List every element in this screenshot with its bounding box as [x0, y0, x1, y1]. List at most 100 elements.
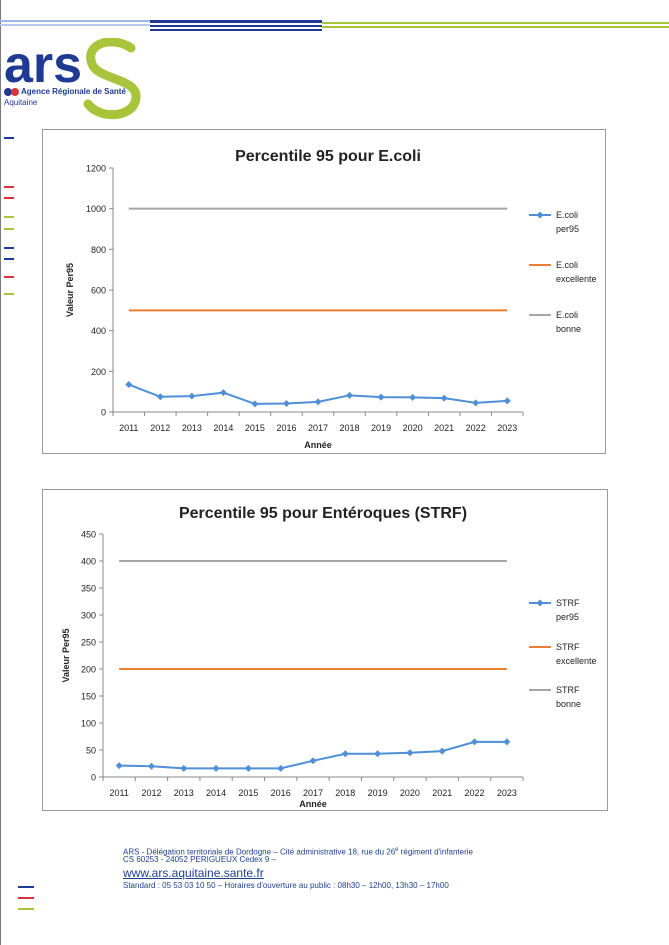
y-axis-title: Valeur Per95	[61, 628, 71, 682]
footer-mark-navy	[18, 886, 34, 888]
data-point	[471, 738, 479, 746]
logo-s-mark	[83, 37, 141, 120]
data-point	[440, 394, 448, 402]
x-tick-label: 2017	[308, 423, 328, 433]
x-tick-label: 2016	[271, 788, 291, 798]
footer-cs: CS 60253 - 24052 PERIGUEUX Cedex 9 –	[123, 855, 276, 864]
legend-label: E.coli	[556, 210, 578, 220]
data-point	[314, 398, 322, 406]
y-tick-label: 300	[81, 611, 96, 621]
y-tick-label: 400	[81, 557, 96, 567]
legend-label: STRF	[556, 598, 580, 608]
data-point	[503, 397, 511, 405]
y-tick-label: 1000	[86, 204, 106, 214]
x-tick-label: 2022	[465, 788, 485, 798]
data-point	[125, 381, 133, 389]
data-point	[346, 391, 354, 399]
stripe-navy	[150, 20, 322, 23]
data-point	[282, 399, 290, 407]
x-tick-label: 2016	[276, 423, 296, 433]
margin-mark-navy	[4, 247, 14, 249]
logo-region: Aquitaine	[4, 98, 38, 107]
footer-website-link[interactable]: www.ars.aquitaine.sante.fr	[123, 866, 264, 880]
footer-address-sup: e	[395, 847, 399, 853]
data-point	[251, 400, 259, 408]
legend-label: E.coli	[556, 260, 578, 270]
logo-text: ars	[4, 38, 82, 94]
legend-marker	[536, 211, 544, 219]
margin-mark-green	[4, 293, 14, 295]
stripe-navy-3	[150, 29, 322, 31]
x-axis-title: Année	[299, 799, 327, 809]
x-tick-label: 2023	[497, 423, 517, 433]
y-tick-label: 600	[91, 286, 106, 296]
x-tick-label: 2012	[150, 423, 170, 433]
y-tick-label: 450	[81, 530, 96, 540]
stripe-navy-2	[150, 25, 322, 27]
chart-title: Percentile 95 pour Entéroques (STRF)	[179, 505, 467, 522]
y-tick-label: 100	[81, 719, 96, 729]
x-tick-label: 2020	[403, 423, 423, 433]
y-tick-label: 1200	[86, 164, 106, 174]
y-tick-label: 200	[91, 367, 106, 377]
x-tick-label: 2020	[400, 788, 420, 798]
data-point	[503, 738, 511, 746]
page-left-border	[0, 0, 1, 945]
x-tick-label: 2011	[119, 423, 138, 433]
legend-label: STRF	[556, 642, 580, 652]
ars-logo: ars Agence Régionale de Santé Aquitaine	[4, 36, 144, 122]
data-point	[277, 764, 285, 772]
y-tick-label: 50	[86, 746, 96, 756]
margin-mark-navy	[4, 137, 14, 139]
data-point	[115, 762, 123, 770]
x-tick-label: 2023	[497, 788, 517, 798]
margin-mark-red	[4, 197, 14, 199]
data-point	[188, 392, 196, 400]
chart-strf: Percentile 95 pour Entéroques (STRF) 0 50 1…	[42, 489, 608, 811]
x-tick-label: 2021	[434, 423, 454, 433]
footer-address-text: ARS - Délégation territoriale de Dordogn…	[123, 847, 396, 857]
x-tick-label: 2012	[141, 788, 161, 798]
legend-label: excellente	[556, 274, 597, 284]
footer-address: ARS - Délégation territoriale de Dordogn…	[123, 845, 473, 858]
x-tick-label: 2018	[335, 788, 355, 798]
x-tick-label: 2013	[182, 423, 202, 433]
data-point	[406, 749, 414, 757]
stripe-green-2	[322, 26, 669, 28]
stripe-light-blue	[0, 20, 150, 22]
x-tick-label: 2017	[303, 788, 323, 798]
legend-label: excellente	[556, 656, 597, 666]
y-tick-label: 250	[81, 638, 96, 648]
margin-mark-green	[4, 216, 14, 218]
footer-address-end: régiment d'infanterie	[398, 847, 473, 857]
footer-mark-green	[18, 908, 34, 910]
series-line-strf-per95	[119, 740, 507, 770]
data-point	[472, 399, 480, 407]
data-point	[180, 764, 188, 772]
x-tick-label: 2015	[238, 788, 258, 798]
x-tick-label: 2018	[340, 423, 360, 433]
chart-ecoli: Percentile 95 pour E.coli 0 200 400 600 800 10…	[42, 129, 606, 454]
header-stripes	[0, 20, 669, 31]
legend-label: bonne	[556, 324, 581, 334]
footer-mark-red	[18, 897, 34, 899]
x-tick-label: 2013	[174, 788, 194, 798]
y-tick-label: 200	[81, 665, 96, 675]
x-axis-title: Année	[304, 440, 332, 450]
stripe-light-blue-2	[0, 24, 150, 26]
x-tick-label: 2011	[109, 788, 128, 798]
data-point	[212, 764, 220, 772]
margin-mark-red	[4, 186, 14, 188]
x-tick-label: 2014	[206, 788, 226, 798]
y-tick-label: 0	[101, 408, 106, 418]
legend-label: per95	[556, 224, 579, 234]
legend-label: bonne	[556, 699, 581, 709]
y-tick-label: 800	[91, 245, 106, 255]
ars-logo-graphic: ars	[4, 36, 141, 120]
x-tick-label: 2021	[432, 788, 452, 798]
x-tick-label: 2014	[213, 423, 233, 433]
chart-ecoli-svg: Percentile 95 pour E.coli 0 200 400 600 800 10…	[65, 148, 597, 450]
y-tick-label: 350	[81, 584, 96, 594]
margin-mark-navy	[4, 258, 14, 260]
data-point	[377, 393, 385, 401]
